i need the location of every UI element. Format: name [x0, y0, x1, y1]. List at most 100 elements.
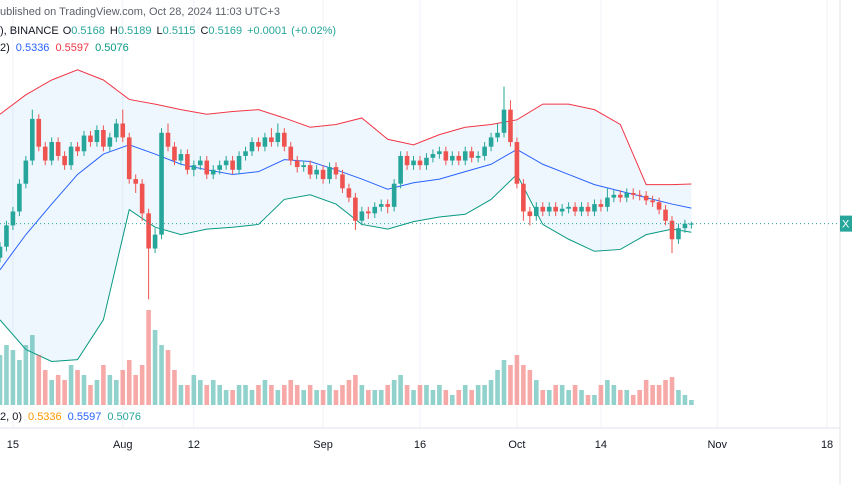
candle-body	[204, 160, 210, 175]
candle-body	[94, 130, 100, 143]
volume-bar	[107, 375, 113, 405]
volume-bar	[185, 385, 190, 405]
x-tick-label: 16	[414, 439, 426, 451]
volume-bar	[282, 385, 287, 405]
volume-bar	[42, 370, 48, 405]
indicator-value: 0.5597	[55, 42, 89, 54]
volume-bar	[605, 380, 610, 405]
volume-bar	[624, 390, 630, 405]
ohlc-key: L	[157, 25, 163, 37]
volume-bar	[411, 390, 416, 405]
candle-body	[4, 225, 9, 247]
candle-body	[521, 183, 526, 212]
candle-body	[101, 130, 106, 147]
volume-bar	[230, 390, 235, 405]
candle-body	[333, 167, 339, 175]
volume-bar	[243, 385, 248, 405]
volume-bar	[630, 395, 636, 405]
volume-bar	[546, 390, 552, 405]
volume-bar	[126, 360, 132, 405]
volume-bar	[88, 385, 93, 405]
candle-body	[288, 146, 294, 161]
candle-body	[637, 194, 642, 196]
volume-bar	[676, 390, 681, 405]
volume-bar	[346, 380, 352, 405]
candle-body	[30, 118, 35, 161]
ohlc-value: 0.5168	[71, 25, 105, 37]
volume-bar	[4, 345, 9, 405]
candle-body	[353, 197, 358, 221]
candle-body	[249, 142, 255, 152]
volume-bar	[540, 390, 546, 405]
ohlc-key: H	[110, 25, 118, 37]
volume-bar	[443, 390, 449, 405]
candle-body	[598, 204, 604, 207]
x-tick-label: Sep	[313, 439, 333, 451]
candle-body	[366, 211, 371, 214]
volume-bar	[521, 365, 526, 405]
candle-body	[159, 132, 164, 235]
candle-body	[172, 146, 177, 161]
candle-body	[495, 132, 500, 138]
volume-bar	[572, 385, 578, 405]
candle-body	[424, 157, 429, 166]
candle-body	[411, 160, 416, 166]
symbol: ), BINANCE	[0, 25, 59, 37]
indicator-value: 0.5076	[95, 42, 129, 54]
band-line	[0, 69, 692, 186]
candle-body	[417, 160, 423, 166]
volume-bar	[236, 385, 242, 405]
volume-bar	[120, 370, 126, 405]
candle-body	[327, 167, 332, 180]
volume-bar	[508, 365, 513, 405]
volume-bar	[114, 380, 119, 405]
volume-bar	[68, 365, 74, 405]
volume-bar	[327, 385, 332, 405]
candle-body	[314, 169, 319, 175]
volume-bar	[30, 335, 35, 405]
volume-bar	[49, 380, 54, 405]
candle-body	[81, 135, 87, 152]
candle-body	[650, 200, 655, 203]
volume-bar	[359, 385, 365, 405]
volume-bar	[553, 385, 558, 405]
volume-bar	[62, 380, 67, 405]
band-line	[0, 173, 692, 362]
indicator-value: 0.5336	[28, 411, 62, 423]
candle-body	[243, 151, 248, 156]
candle-body	[340, 174, 345, 189]
volume-bar	[527, 370, 533, 405]
volume-bar	[249, 390, 255, 405]
candle-body	[126, 137, 132, 180]
volume-bar	[566, 390, 571, 405]
candle-body	[23, 160, 29, 184]
volume-bar	[385, 385, 390, 405]
volume-bar	[81, 375, 87, 405]
volume-bar	[391, 380, 397, 405]
volume-bar	[320, 390, 326, 405]
candle-body	[605, 197, 610, 207]
volume-bar	[146, 310, 151, 405]
candles	[0, 86, 694, 300]
candle-body	[178, 154, 184, 161]
volume-bar	[398, 375, 403, 405]
ohlc-key: C	[200, 25, 208, 37]
candle-body	[378, 204, 384, 207]
volume-bar	[94, 380, 100, 405]
candle-body	[42, 146, 48, 161]
volume-bar	[172, 370, 177, 405]
volume-bar	[314, 390, 319, 405]
candle-body	[553, 206, 558, 212]
volume-bar	[256, 385, 261, 405]
volume-bar	[430, 390, 436, 405]
x-tick-label: Oct	[508, 439, 525, 451]
volume-bar	[656, 385, 662, 405]
volume-bar	[269, 385, 274, 405]
candle-body	[107, 137, 113, 147]
candle-body	[372, 206, 378, 214]
volume-bar	[198, 380, 203, 405]
candle-body	[534, 206, 539, 217]
candle-body	[611, 194, 617, 198]
volume-bar	[611, 385, 617, 405]
candle-body	[663, 209, 668, 221]
